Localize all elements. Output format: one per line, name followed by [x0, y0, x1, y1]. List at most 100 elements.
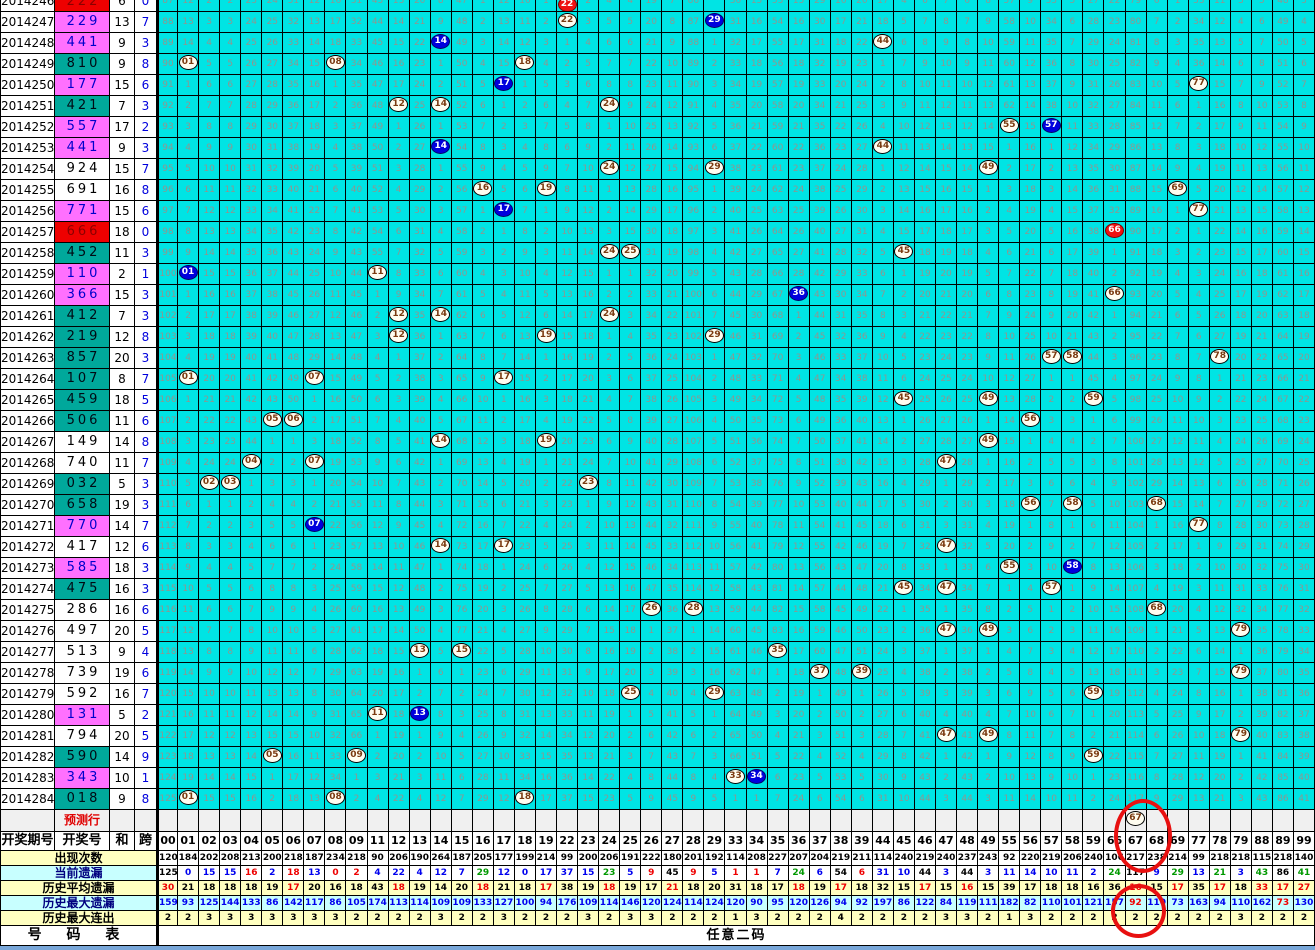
- omission-cell: 14: [430, 138, 452, 159]
- omission-cell: 6: [1230, 54, 1252, 75]
- omission-cell: 28: [1104, 117, 1126, 138]
- omission-cell: 18: [1020, 180, 1042, 201]
- omission-cell: 6: [241, 579, 263, 600]
- hit-circle-14: 14: [431, 97, 451, 112]
- omission-cell: 46: [409, 537, 431, 558]
- omission-cell: 9: [1041, 306, 1063, 327]
- omission-cell: 4: [388, 411, 410, 432]
- omission-cell: 14: [388, 621, 410, 642]
- omission-cell: 02: [199, 474, 221, 495]
- omission-cell: 54: [830, 789, 852, 810]
- omission-cell: 90: [1125, 222, 1147, 243]
- period-cell: 2014254: [0, 159, 55, 180]
- omission-cell: 33: [1188, 0, 1210, 12]
- omission-cell: 2: [599, 201, 621, 222]
- omission-cell: 14: [1293, 222, 1315, 243]
- omission-cell: 74: [1272, 537, 1294, 558]
- hit-circle-07: 07: [304, 370, 324, 385]
- prediction-grid-cell: [1020, 810, 1042, 832]
- stat-value-cell: 2: [557, 911, 579, 926]
- omission-cell: 17: [662, 201, 684, 222]
- omission-cell: 9: [388, 285, 410, 306]
- omission-cell: 13: [936, 117, 958, 138]
- omission-cell: 5: [178, 159, 200, 180]
- period-cell: 2014267: [0, 432, 55, 453]
- omission-cell: 2: [1104, 264, 1126, 285]
- omission-cell: 16: [1020, 138, 1042, 159]
- omission-cell: 33: [557, 705, 579, 726]
- omission-cell: 5: [283, 516, 305, 537]
- omission-cell: 14: [430, 306, 452, 327]
- omission-cell: 3: [1104, 348, 1126, 369]
- period-cell: 2014246: [0, 0, 55, 12]
- omission-cell: 10: [978, 369, 1000, 390]
- omission-cell: 35: [767, 642, 789, 663]
- omission-cell: 2: [1230, 768, 1252, 789]
- omission-cell: 18: [872, 12, 894, 33]
- omission-cell: 12: [1251, 138, 1273, 159]
- sum-cell: 16: [110, 600, 135, 621]
- period-cell: 2014277: [0, 642, 55, 663]
- omission-cell: 4: [493, 621, 515, 642]
- omission-cell: 8: [1062, 726, 1084, 747]
- omission-cell: 55: [767, 33, 789, 54]
- omission-cell: 4: [620, 327, 642, 348]
- draw-number-cell: 421: [55, 96, 110, 117]
- omission-cell: 28: [683, 600, 705, 621]
- omission-cell: 23: [578, 432, 600, 453]
- omission-cell: 8: [788, 453, 810, 474]
- omission-cell: 21: [1020, 243, 1042, 264]
- stat-value-cell: 18: [1230, 881, 1252, 896]
- omission-cell: 40: [641, 432, 663, 453]
- stat-value-cell: 3: [199, 911, 221, 926]
- omission-cell: 21: [199, 390, 221, 411]
- prediction-grid-cell: [346, 810, 368, 832]
- draw-rows-section: 2014246 222 6 0 87 12 2 2 23 24 31 12 16 31 43 13 20 8 47 1…: [0, 0, 1315, 810]
- omission-cell: 6: [1167, 306, 1189, 327]
- omission-cell: 1: [893, 264, 915, 285]
- omission-cell: 43: [662, 747, 684, 768]
- omission-cell: 18: [325, 33, 347, 54]
- period-cell: 2014280: [0, 705, 55, 726]
- omission-cell: 3: [1083, 453, 1105, 474]
- omission-cell: 1: [262, 768, 284, 789]
- omission-cell: 8: [683, 768, 705, 789]
- omission-cell: 50: [409, 621, 431, 642]
- omission-cell: 16: [788, 12, 810, 33]
- omission-cell: 23: [788, 159, 810, 180]
- column-header-22: 22: [557, 832, 579, 851]
- omission-cell: 3: [178, 432, 200, 453]
- omission-cell: 59: [1083, 390, 1105, 411]
- omission-cell: 3: [978, 684, 1000, 705]
- omission-cell: 12: [662, 96, 684, 117]
- omission-cell: 5: [1062, 663, 1084, 684]
- hit-circle-59: 59: [1083, 685, 1103, 700]
- column-header-24: 24: [599, 832, 621, 851]
- omission-cell: 56: [1020, 495, 1042, 516]
- stat-value-cell: 3: [620, 911, 642, 926]
- omission-cell: 65: [767, 243, 789, 264]
- omission-cell: 01: [178, 789, 200, 810]
- span-cell: 4: [135, 642, 157, 663]
- period-header: 开奖期号: [0, 832, 55, 851]
- hit-circle-58: 58: [1062, 496, 1082, 511]
- draw-row-2014279: 2014279 592 16 7 120 15 10 10 11 13 13 8 30 64 20 17 2 7 2…: [0, 684, 1315, 705]
- omission-cell: 4: [367, 348, 389, 369]
- stat-value-cell: 218: [1209, 851, 1231, 866]
- omission-cell: 06: [283, 411, 305, 432]
- omission-cell: 19: [1104, 684, 1126, 705]
- omission-cell: 26: [262, 33, 284, 54]
- stat-value-cell: 2: [809, 911, 831, 926]
- omission-cell: 18: [914, 243, 937, 264]
- prediction-grid-cell: [788, 810, 810, 832]
- omission-cell: 8: [1167, 348, 1189, 369]
- stat-value-cell: 200: [262, 851, 284, 866]
- omission-cell: 2: [220, 0, 242, 12]
- omission-cell: 16: [1251, 222, 1273, 243]
- omission-cell: 91: [683, 96, 705, 117]
- omission-cell: 17: [493, 201, 515, 222]
- omission-cell: 5: [220, 54, 242, 75]
- stat-value-cell: 184: [178, 851, 200, 866]
- omission-cell: 55: [346, 495, 368, 516]
- omission-cell: 6: [1188, 642, 1210, 663]
